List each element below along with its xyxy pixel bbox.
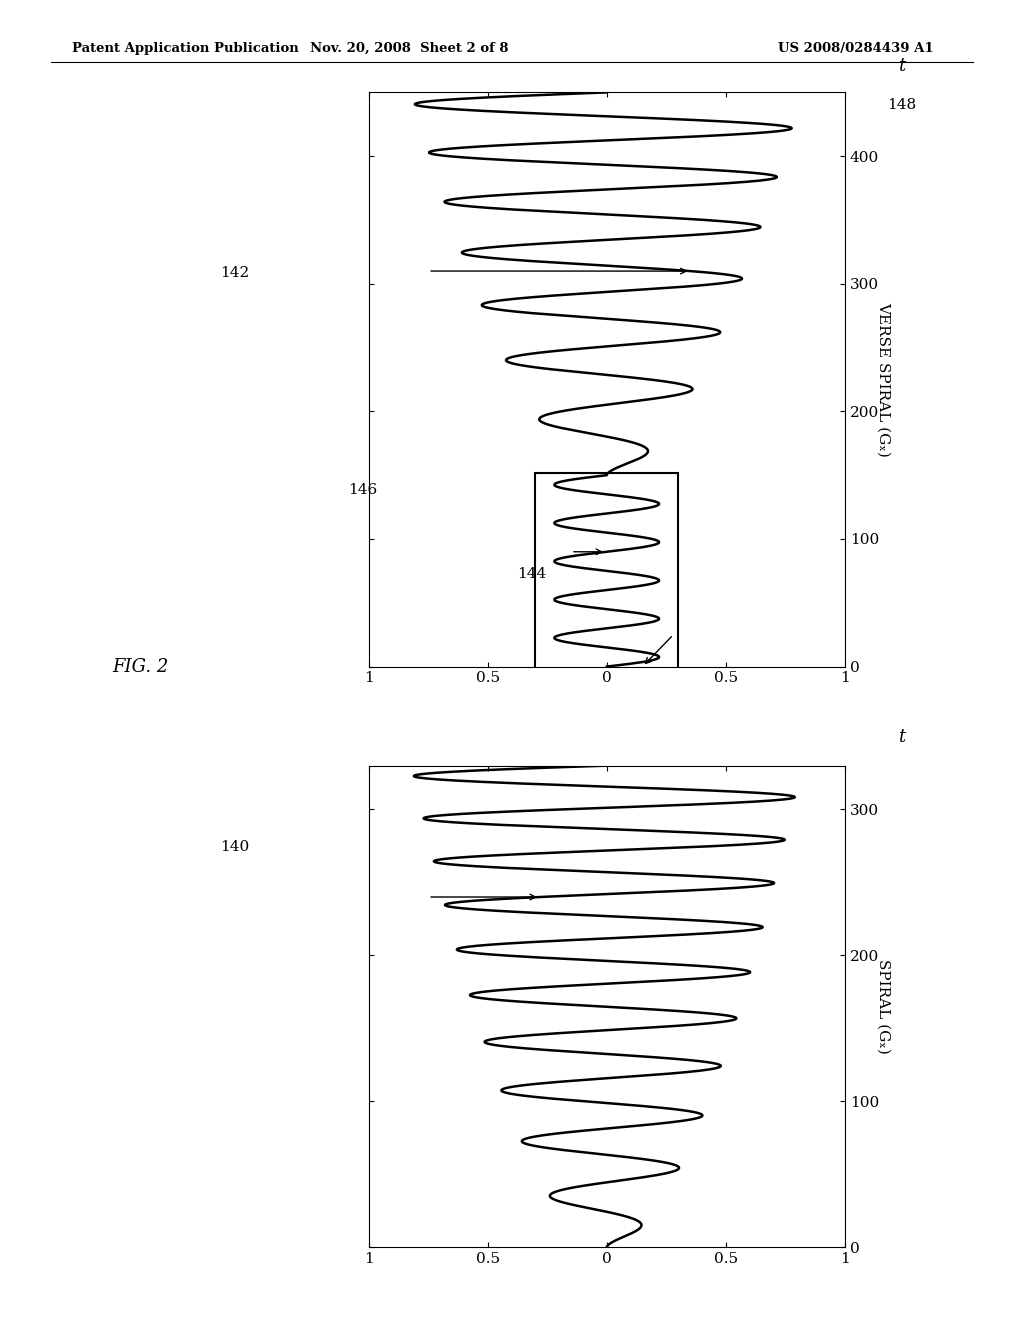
Text: t: t (898, 57, 905, 75)
Text: 148: 148 (888, 98, 916, 112)
Y-axis label: SPIRAL (Gₓ): SPIRAL (Gₓ) (876, 960, 890, 1053)
Text: US 2008/0284439 A1: US 2008/0284439 A1 (778, 42, 934, 55)
Text: t: t (898, 729, 905, 746)
Bar (536, 473, 678, 669)
Text: 142: 142 (220, 267, 250, 280)
Y-axis label: VERSE SPIRAL (Gₓ): VERSE SPIRAL (Gₓ) (876, 302, 890, 457)
Text: 144: 144 (517, 568, 547, 581)
Text: FIG. 2: FIG. 2 (113, 657, 169, 676)
Text: 146: 146 (348, 483, 378, 496)
Text: Patent Application Publication: Patent Application Publication (72, 42, 298, 55)
Text: Nov. 20, 2008  Sheet 2 of 8: Nov. 20, 2008 Sheet 2 of 8 (310, 42, 509, 55)
Text: 140: 140 (220, 841, 250, 854)
